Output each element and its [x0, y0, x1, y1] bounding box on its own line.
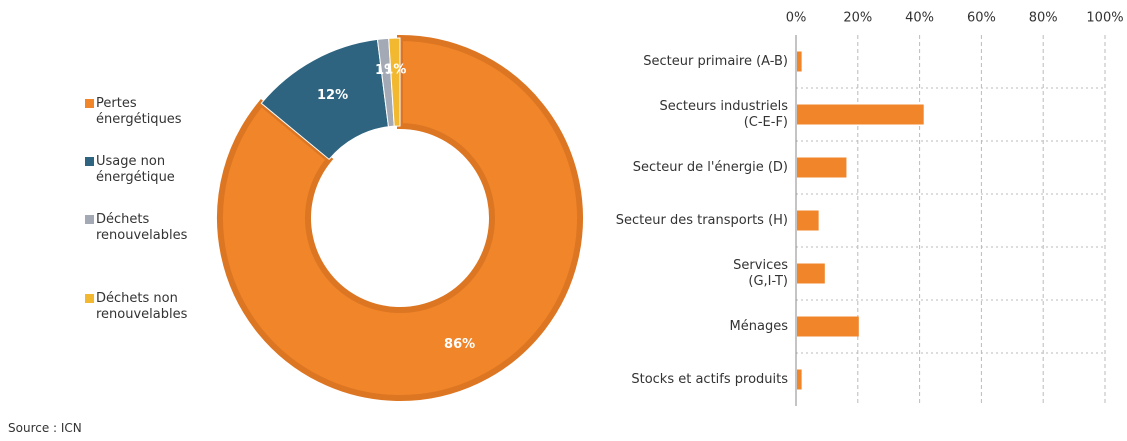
x-tick-label: 100%	[1086, 11, 1123, 26]
source: Source : ICN	[8, 421, 82, 435]
x-tick-label: 60%	[967, 11, 996, 26]
bar	[797, 369, 802, 390]
slice-label: 12%	[317, 88, 348, 103]
bar	[797, 210, 819, 231]
y-tick-label: Ménages	[729, 318, 788, 334]
bar	[797, 51, 802, 72]
x-tick-label: 80%	[1029, 11, 1058, 26]
y-tick-label: Services (G,I-T)	[733, 257, 788, 289]
y-tick-label: Secteur des transports (H)	[615, 212, 788, 228]
y-tick-label: Secteur primaire (A-B)	[643, 53, 788, 69]
legend-label: Déchets non renouvelables	[96, 291, 188, 322]
x-tick-label: 40%	[905, 11, 934, 26]
x-tick-label: 20%	[843, 11, 872, 26]
bar	[797, 157, 847, 178]
legend-swatch	[85, 215, 94, 224]
y-tick-label: Stocks et actifs produits	[631, 371, 788, 387]
donut-slice	[217, 34, 583, 401]
y-tick-label: Secteur de l'énergie (D)	[632, 159, 788, 175]
x-tick-label: 0%	[786, 11, 807, 26]
slice-label: 1%	[384, 63, 406, 78]
bar	[797, 263, 825, 284]
legend-label: Usage non énergétique	[96, 154, 175, 185]
legend-swatch	[85, 294, 94, 303]
legend-label: Pertes énergétiques	[96, 96, 182, 127]
legend-swatch	[85, 99, 94, 108]
y-tick-label: Secteurs industriels (C-E-F)	[659, 98, 788, 130]
slice-label: 86%	[444, 337, 475, 352]
bar	[797, 104, 924, 125]
bar	[797, 316, 859, 337]
legend-label: Déchets renouvelables	[96, 212, 188, 243]
legend-swatch	[85, 157, 94, 166]
donut-slice	[388, 37, 401, 127]
